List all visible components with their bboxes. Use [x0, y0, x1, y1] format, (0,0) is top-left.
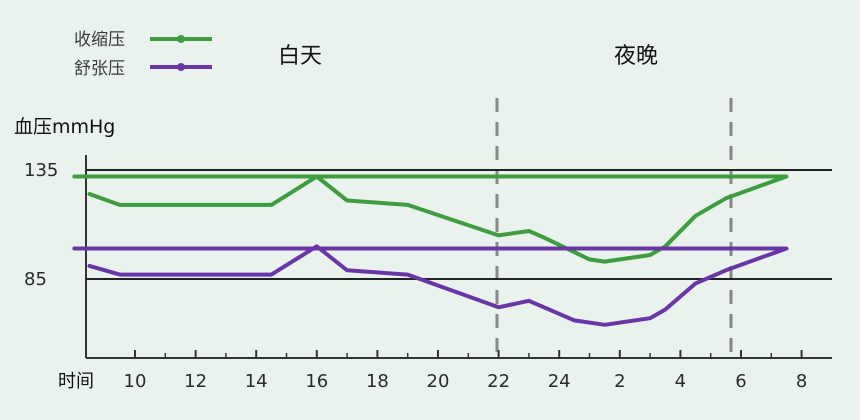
x-tick-label: 22	[487, 371, 510, 392]
x-tick-label: 12	[184, 371, 207, 392]
x-axis-label: 时间	[58, 371, 94, 392]
period-label-day: 白天	[278, 44, 322, 69]
y-tick-label: 85	[24, 269, 47, 290]
series-lines	[72, 174, 789, 327]
x-tick-label: 6	[735, 371, 746, 392]
y-ticks: 135 85	[24, 160, 58, 290]
x-tick-label: 8	[796, 371, 807, 392]
x-tick-label: 14	[245, 371, 268, 392]
y-axis-label: 血压mmHg	[14, 116, 115, 138]
y-tick-label: 135	[24, 160, 58, 181]
x-tick-label: 16	[305, 371, 328, 392]
legend-label-systolic: 收缩压	[74, 30, 125, 50]
legend: 收缩压 舒张压	[74, 30, 212, 79]
x-tick-label: 24	[548, 371, 571, 392]
legend-dot-diastolic	[177, 63, 185, 71]
legend-label-diastolic: 舒张压	[74, 59, 125, 79]
reference-lines	[86, 169, 832, 280]
period-label-night: 夜晚	[614, 44, 658, 69]
series-line-diastolic	[72, 244, 789, 327]
x-tick-label: 18	[366, 371, 389, 392]
x-tick-label: 20	[427, 371, 450, 392]
x-tick-label: 4	[675, 371, 686, 392]
x-tick-label: 2	[614, 371, 625, 392]
legend-dot-systolic	[177, 35, 185, 43]
x-tick-label: 10	[124, 371, 147, 392]
x-ticks: 10 12 14 16 18 20 22 24 2 4 6 8	[124, 350, 807, 392]
